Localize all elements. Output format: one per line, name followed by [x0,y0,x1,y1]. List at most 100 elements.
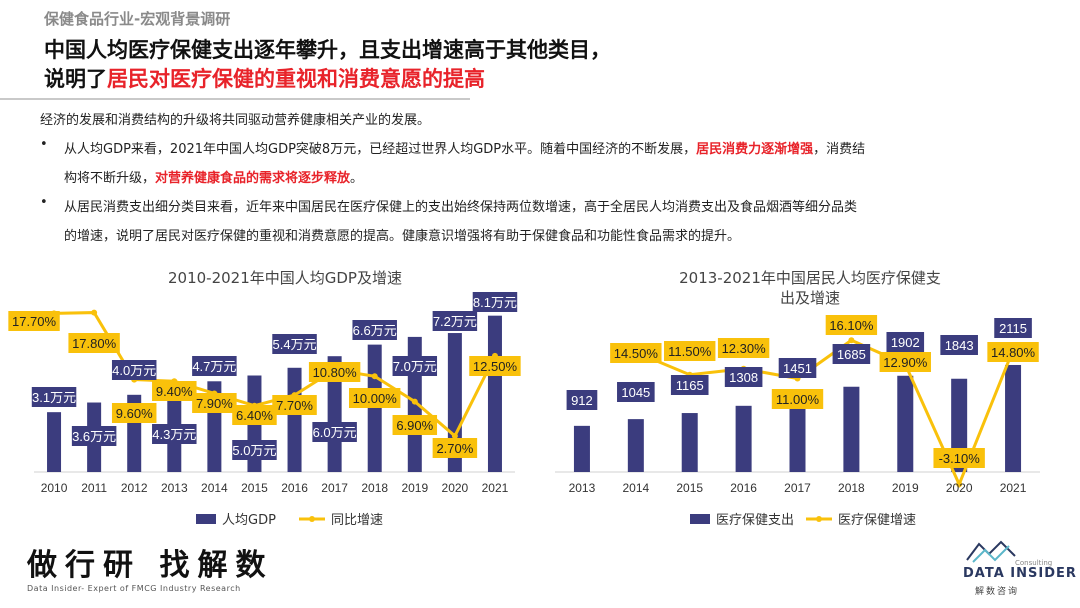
health-chart-bar-label-box [832,344,871,364]
health-chart-bar-label-box [617,382,655,402]
gdp-chart-bar-label-box [111,360,157,380]
health-chart-bar-label-box [724,367,763,387]
b2a: 从居民消费支出细分类目来看，近年来中国居民在医疗保健上的支出始终保持两位数增速，… [64,200,858,215]
gdp-chart-growth-label: 10.80% [313,365,358,380]
gdp-chart-growth-label-box [232,405,277,425]
health-chart-growth-point [956,481,963,488]
health-chart-growth-label: 12.30% [722,341,767,356]
health-chart-bar-label: 1308 [729,370,758,385]
health-chart-legend-bar-label: 医疗保健支出 [716,513,794,528]
health-chart-tick-label: 2018 [838,481,865,495]
health-chart-tick-label: 2015 [676,481,703,495]
gdp-chart-legend-bar-label: 人均GDP [222,513,276,528]
gdp-chart-growth-label: 6.40% [236,408,273,423]
gdp-chart-bar [287,367,302,472]
data-insider-logo-icon [966,540,1016,563]
gdp-chart-bar-label-box [31,387,77,407]
health-chart-growth-label: 11.00% [776,392,820,407]
gdp-chart-bar-label: 3.6万元 [72,429,116,444]
gdp-chart-bar-label: 7.0万元 [393,359,437,374]
bullet-2-text: 从居民消费支出细分类目来看，近年来中国居民在医疗保健上的支出始终保持两位数增速，… [64,193,1054,251]
health-chart-growth-label: 16.10% [829,318,874,333]
gdp-chart-bar-label-box [352,320,397,340]
chart-right-title-l1: 2013-2021年中国居民人均医疗保健支 [679,269,941,287]
gdp-chart-bar-label-box [71,426,117,446]
gdp-chart-bar [487,315,502,472]
logo-cn-name: 解数咨询 [975,587,1020,597]
gdp-chart-legend-bar-swatch [196,514,216,524]
gdp-chart-growth-label-box [111,403,157,423]
bullet-dot-2: • [40,195,48,210]
gdp-chart-bar-label: 5.0万元 [232,443,276,458]
b1b: ，消费结 [813,142,866,157]
gdp-chart-growth-point [411,398,418,405]
gdp-chart-growth-label-box [432,438,478,458]
chart-right-title: 2013-2021年中国居民人均医疗保健支 出及增速 [560,268,1060,308]
gdp-chart-bar-label: 7.2万元 [433,314,477,329]
health-chart-growth-label: 14.80% [991,345,1036,360]
b1a: 从人均GDP来看，2021年中国人均GDP突破8万元，已经超过世界人均GDP水平… [64,142,697,157]
gdp-chart-bar-label-box [392,356,438,376]
health-chart-tick-label: 2019 [892,481,919,495]
gdp-chart-tick-label: 2019 [401,481,428,495]
gdp-chart-bar-label: 8.1万元 [473,295,517,310]
b2b: 的增速，说明了居民对医疗保健的重视和消费意愿的提高。健康意识增强将有助于保健食品… [64,229,741,244]
gdp-chart-bar-label: 4.7万元 [192,359,236,374]
b1-red-2: 对营养健康食品的需求将逐步释放 [155,171,351,186]
gdp-chart-tick-label: 2014 [201,481,228,495]
gdp-chart-bar-label-box [312,422,357,442]
health-chart-growth-label-box [879,352,931,372]
gdp-chart-growth-label: 6.90% [396,418,433,433]
gdp-chart-tick-label: 2018 [361,481,388,495]
intro-text: 经济的发展和消费结构的升级将共同驱动营养健康相关产业的发展。 [40,113,431,128]
health-chart-growth-label-box [664,341,716,361]
health-chart-legend-bar-swatch [690,514,710,524]
gdp-chart-growth-label-box [68,333,120,353]
page-title-line2: 说明了居民对医疗保健的重视和消费意愿的提高 [44,63,485,93]
gdp-chart-tick-label: 2021 [482,481,509,495]
health-chart-bar-label-box [994,318,1032,338]
gdp-chart-legend-line-label: 同比增速 [331,513,383,528]
health-chart-tick-label: 2021 [1000,481,1027,495]
gdp-chart-tick-label: 2015 [241,481,268,495]
gdp-chart-bar-label-box [272,334,317,354]
health-chart-bar [789,398,806,472]
gdp-chart-bar [447,333,462,472]
gdp-chart-growth-label: 7.90% [196,396,233,411]
gdp-chart-bar [327,356,342,472]
gdp-chart-bar-label: 3.1万元 [32,390,76,405]
gdp-chart-tick-label: 2011 [81,481,107,495]
health-chart-growth-label: 12.90% [883,355,928,370]
gdp-chart-growth-label-box [392,415,438,435]
gdp-chart-bar-label-box [192,356,237,376]
title-underline [0,98,470,100]
gdp-chart-bar-label-box [152,424,197,444]
health-chart-bar-label-box [940,335,978,355]
health-chart-tick-label: 2013 [569,481,596,495]
health-chart-bar-label-box [670,375,709,395]
health-chart-growth-point [848,337,855,344]
gdp-chart-growth-label-box [349,388,401,408]
gdp-chart-growth-label-box [469,356,521,376]
footer-tagline: Data Insider- Expert of FMCG Industry Re… [27,584,241,593]
health-chart-bar-label-box [886,332,925,352]
gdp-chart-growth-label: 9.60% [116,406,153,421]
gdp-chart-growth-point [91,309,98,316]
health-chart-growth-label: -3.10% [939,451,981,466]
health-chart-bar-label-box [566,390,598,410]
health-chart-growth-label: 14.50% [614,346,659,361]
gdp-chart-growth-label-box [8,311,60,331]
health-chart-growth-label-box [771,389,824,409]
health-chart-bar-label: 1165 [676,378,704,393]
health-chart-bar-label: 912 [571,393,593,408]
gdp-chart-bar [367,344,382,472]
gdp-chart-bar-label: 4.3万元 [152,427,196,442]
gdp-chart-tick-label: 2017 [321,481,348,495]
health-chart-tick-label: 2014 [622,481,649,495]
gdp-chart-growth-label: 10.00% [353,391,398,406]
b1c: 构将不断升级， [64,171,156,186]
chart-left-title: 2010-2021年中国人均GDP及增速 [168,269,402,287]
gdp-chart-growth-label-box [308,362,361,382]
health-chart-bar-label: 1451 [783,361,812,376]
